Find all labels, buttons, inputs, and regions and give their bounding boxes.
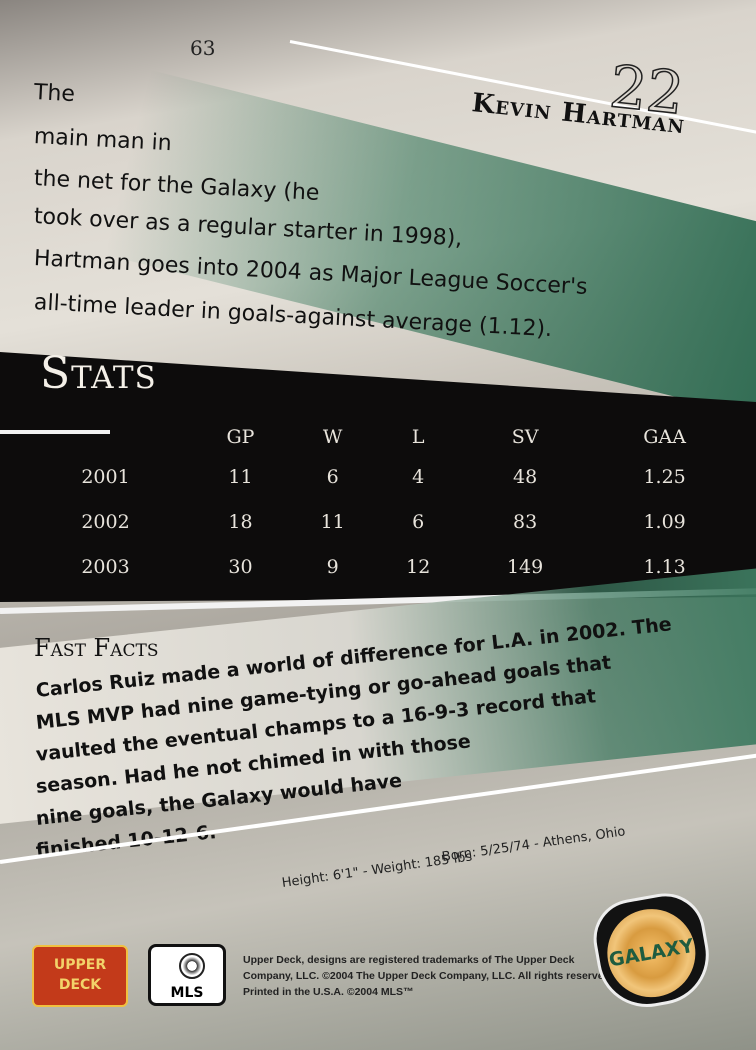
cell: 30 [228,555,253,578]
cell: 149 [506,555,544,578]
cell: 6 [326,465,339,488]
stats-header-row: GP W L SV GAA [20,420,740,454]
cell: 2003 [81,555,130,578]
cell: 2002 [81,510,130,533]
galaxy-logo-text: GALAXY [600,902,703,1005]
soccer-ball-icon [179,953,205,979]
cell: 12 [406,555,431,578]
card-number: 63 [190,36,216,60]
cell: 6 [412,510,425,533]
column-header: GAA [643,426,686,448]
cell: 11 [320,510,345,533]
column-header: GP [226,426,255,448]
column-header: SV [511,426,539,448]
table-row: 2003 30 9 12 149 1.13 [20,544,740,589]
stats-title: Stats [40,348,157,399]
bio-line: The [33,80,76,108]
upper-deck-logo: UPPER DECK [32,945,128,1007]
legal-line: Company, LLC. ©2004 The Upper Deck Compa… [243,970,613,982]
column-header: L [411,426,425,448]
fast-facts-title: Fast Facts [34,634,159,662]
cell: 1.09 [643,510,686,533]
legal-text: Upper Deck, designs are registered trade… [243,952,613,1000]
birth-info: Born: 5/25/74 - Athens, Ohio [440,824,627,865]
mls-logo: MLS [148,944,226,1006]
cell: 4 [412,465,425,488]
cell: 2001 [81,465,130,488]
cell: 48 [513,465,538,488]
cell: 83 [513,510,538,533]
table-row: 2001 11 6 4 48 1.25 [20,454,740,499]
cell: 11 [228,465,253,488]
cell: 1.13 [643,555,686,578]
legal-line: Printed in the U.S.A. ©2004 MLS™ [243,986,414,998]
cell: 9 [326,555,339,578]
swoosh [0,430,110,434]
cell: 1.25 [643,465,686,488]
column-header [20,420,191,454]
stats-table: GP W L SV GAA 2001 11 6 4 48 1.25 2002 18 11 6 83… [20,420,740,589]
column-header: W [322,426,343,448]
table-row: 2002 18 11 6 83 1.09 [20,499,740,544]
legal-line: Upper Deck, designs are registered trade… [243,954,575,966]
cell: 18 [228,510,253,533]
mls-logo-text: MLS [170,985,204,1001]
